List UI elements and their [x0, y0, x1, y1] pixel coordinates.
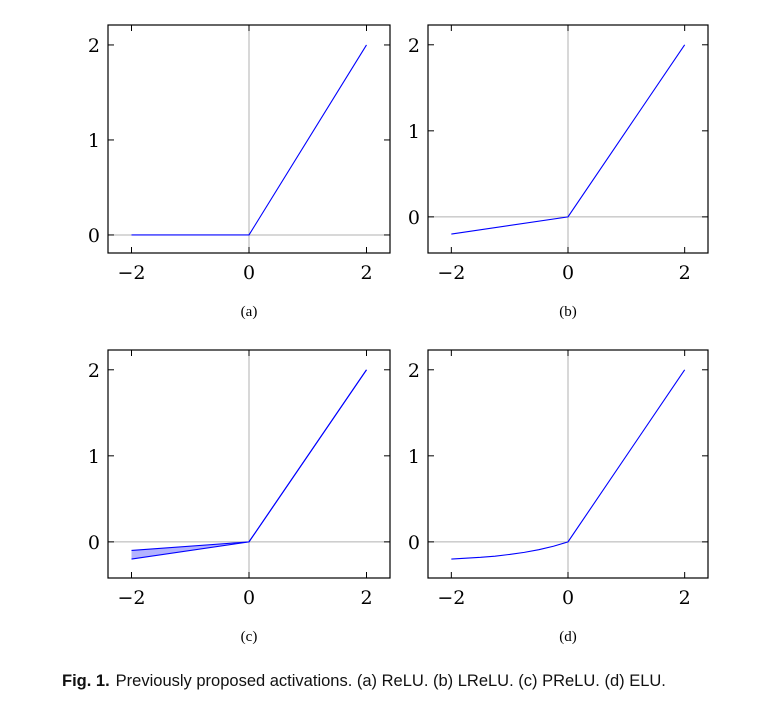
x-tick-label: 0 — [243, 587, 255, 609]
y-tick-label: 2 — [88, 360, 100, 382]
series-line-0 — [451, 44, 686, 235]
x-tick-label: 2 — [679, 587, 691, 609]
series-line-1 — [131, 369, 367, 560]
x-tick-label: −2 — [117, 262, 145, 284]
subplot-d: −2 0 2 0 1 2 (d) — [408, 349, 709, 645]
y-tick-label: 1 — [408, 121, 420, 143]
x-tick-label: 2 — [679, 262, 691, 284]
y-tick-label: 2 — [88, 35, 100, 57]
x-tick-label: 2 — [360, 262, 372, 284]
subplot-c: −2 0 2 0 1 2 (c) — [88, 349, 391, 645]
subplot-label: (d) — [559, 629, 577, 645]
subplot-label: (c) — [241, 629, 258, 645]
x-tick-label: −2 — [437, 262, 465, 284]
y-tick-label: 1 — [88, 446, 100, 468]
subplot-b: −2 0 2 0 1 2 (b) — [408, 24, 709, 320]
y-tick-label: 0 — [408, 532, 420, 554]
subplot-label: (b) — [559, 304, 577, 320]
series-line-0 — [451, 369, 686, 560]
y-tick-label: 0 — [408, 207, 420, 229]
caption-label: Fig. 1. — [62, 672, 110, 690]
x-tick-label: 2 — [360, 587, 372, 609]
y-tick-label: 1 — [408, 446, 420, 468]
figure-caption: Fig. 1. Previously proposed activations. … — [62, 672, 666, 691]
x-tick-label: 0 — [562, 262, 574, 284]
y-tick-label: 1 — [88, 130, 100, 152]
series-line-0 — [131, 44, 367, 236]
x-tick-label: 0 — [243, 262, 255, 284]
x-tick-label: 0 — [562, 587, 574, 609]
caption-text: Previously proposed activations. (a) ReL… — [115, 672, 666, 690]
subplot-a: −2 0 2 0 1 2 (a) — [88, 24, 391, 320]
y-tick-label: 0 — [88, 532, 100, 554]
y-tick-label: 0 — [88, 225, 100, 247]
x-tick-label: −2 — [117, 587, 145, 609]
x-tick-label: −2 — [437, 587, 465, 609]
subplot-label: (a) — [241, 304, 258, 320]
y-tick-label: 2 — [408, 35, 420, 57]
y-tick-label: 2 — [408, 360, 420, 382]
